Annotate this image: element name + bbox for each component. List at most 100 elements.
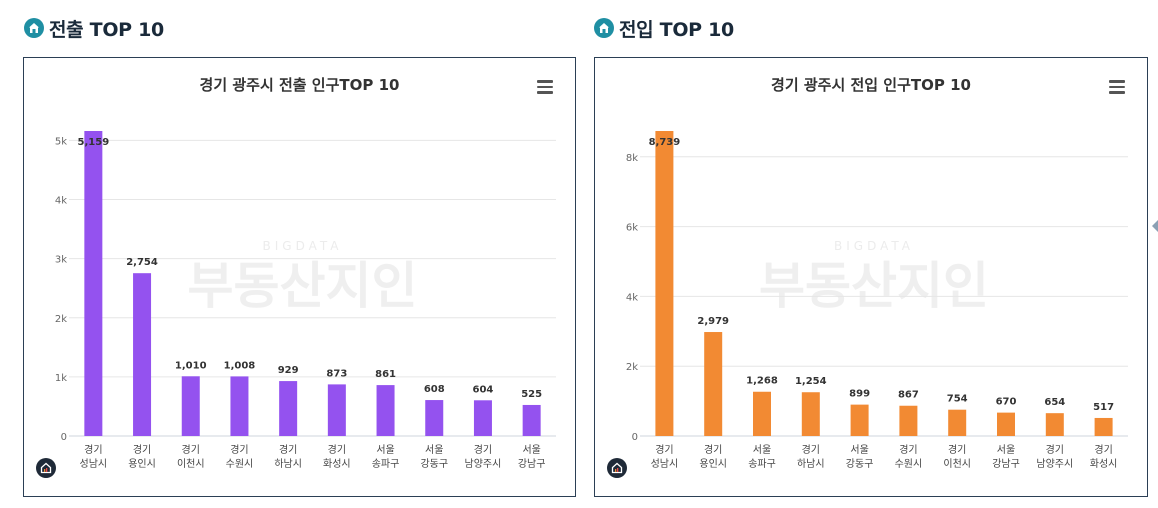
y-tick-label: 4k xyxy=(55,196,67,207)
x-tick-label: 경기 xyxy=(328,443,346,456)
outflow-header: 전출 TOP 10 xyxy=(24,16,164,41)
data-label: 8,739 xyxy=(649,137,681,148)
hamburger-menu-icon[interactable] xyxy=(1109,80,1125,94)
x-tick-label: 경기 xyxy=(704,443,722,456)
y-tick-label: 2k xyxy=(55,314,67,325)
brand-logo-icon xyxy=(607,458,627,478)
y-tick-label: 0 xyxy=(61,432,67,443)
data-label: 604 xyxy=(473,384,494,395)
bar[interactable] xyxy=(655,131,674,436)
x-tick-label: 화성시 xyxy=(323,458,351,470)
x-tick-label: 서울 xyxy=(522,444,540,456)
x-tick-label: 경기 xyxy=(230,443,248,456)
y-tick-label: 3k xyxy=(55,255,67,266)
data-label: 2,979 xyxy=(697,316,729,327)
x-tick-label: 경기 xyxy=(133,443,151,456)
bar[interactable] xyxy=(1045,413,1064,436)
bar[interactable] xyxy=(948,409,967,436)
data-label: 1,268 xyxy=(746,376,778,387)
x-tick-label: 경기 xyxy=(948,443,966,456)
data-label: 608 xyxy=(424,384,445,395)
bar[interactable] xyxy=(84,131,103,436)
x-tick-label: 강남구 xyxy=(518,458,546,470)
x-tick-label: 경기 xyxy=(1046,443,1064,456)
y-tick-label: 2k xyxy=(626,362,638,373)
outflow-title: 전출 TOP 10 xyxy=(49,18,164,41)
x-tick-label: 강동구 xyxy=(846,458,874,470)
bar[interactable] xyxy=(522,404,541,436)
data-label: 873 xyxy=(326,368,347,379)
data-label: 929 xyxy=(278,365,299,376)
bar[interactable] xyxy=(753,391,771,436)
x-tick-label: 송파구 xyxy=(748,458,776,470)
x-tick-label: 화성시 xyxy=(1090,458,1118,470)
watermark-brand-text: 부동산지인 xyxy=(759,257,989,315)
watermark: BIGDATA 부동산지인 xyxy=(188,239,418,315)
bar[interactable] xyxy=(704,332,723,436)
x-tick-label: 하남시 xyxy=(797,457,825,470)
x-tick-label: 경기 xyxy=(474,443,492,456)
bar[interactable] xyxy=(327,384,346,436)
inflow-header: 전입 TOP 10 xyxy=(594,16,734,41)
bar[interactable] xyxy=(376,385,395,436)
data-label: 899 xyxy=(849,389,870,400)
x-tick-label: 용인시 xyxy=(128,458,156,470)
inflow-chart-panel: BIGDATA 부동산지인 0 2k 4k 6k 8k 8,739 경기 성남시 2,979 경기 용인… xyxy=(594,57,1148,497)
x-tick-label: 경기 xyxy=(279,443,297,456)
outflow-chart-title: 경기 광주시 전출 인구TOP 10 xyxy=(199,76,400,94)
x-tick-label: 서울 xyxy=(753,444,771,456)
x-tick-label: 서울 xyxy=(425,444,443,456)
x-tick-label: 경기 xyxy=(655,443,673,456)
home-icon xyxy=(594,18,614,38)
x-tick-label: 하남시 xyxy=(274,457,302,470)
data-label: 754 xyxy=(947,394,968,405)
watermark-brand-text: 부동산지인 xyxy=(188,257,418,315)
x-tick-label: 송파구 xyxy=(372,458,400,470)
x-tick-label: 경기 xyxy=(899,443,917,456)
x-tick-label: 용인시 xyxy=(699,458,727,470)
y-tick-label: 6k xyxy=(626,223,638,234)
x-tick-label: 수원시 xyxy=(226,458,254,470)
bar[interactable] xyxy=(1094,417,1113,436)
bar[interactable] xyxy=(230,376,249,436)
x-tick-label: 서울 xyxy=(376,444,394,456)
bar[interactable] xyxy=(997,412,1015,436)
x-tick-label: 성남시 xyxy=(651,458,679,470)
scroll-left-arrow-icon[interactable] xyxy=(1152,220,1158,232)
data-label: 867 xyxy=(898,390,919,401)
y-tick-label: 5k xyxy=(55,136,67,147)
bar[interactable] xyxy=(899,405,918,436)
watermark: BIGDATA 부동산지인 xyxy=(759,239,989,315)
bar[interactable] xyxy=(473,400,492,436)
bar[interactable] xyxy=(801,392,820,436)
y-tick-label: 4k xyxy=(626,292,638,303)
inflow-title: 전입 TOP 10 xyxy=(619,18,734,41)
x-tick-label: 서울 xyxy=(850,444,868,456)
x-tick-label: 수원시 xyxy=(895,458,923,470)
data-label: 654 xyxy=(1044,397,1065,408)
bar[interactable] xyxy=(279,381,298,436)
x-tick-label: 강동구 xyxy=(420,458,448,470)
x-tick-label: 경기 xyxy=(1094,443,1112,456)
x-tick-label: 강남구 xyxy=(992,458,1020,470)
inflow-chart-title: 경기 광주시 전입 인구TOP 10 xyxy=(771,76,971,94)
bar[interactable] xyxy=(425,400,444,436)
outflow-chart-panel: BIGDATA 부동산지인 0 1k 2k 3k 4k 5k 5,159 경기 성남시 2,754 경기… xyxy=(23,57,576,497)
watermark-bigdata-text: BIGDATA xyxy=(263,239,343,253)
bar[interactable] xyxy=(133,273,152,436)
bar[interactable] xyxy=(850,404,869,436)
watermark-bigdata-text: BIGDATA xyxy=(834,239,914,253)
data-label: 670 xyxy=(996,397,1017,408)
y-tick-label: 0 xyxy=(632,432,638,443)
x-tick-label: 남양주시 xyxy=(465,458,502,470)
data-label: 517 xyxy=(1093,402,1114,413)
home-icon xyxy=(24,18,44,38)
hamburger-menu-icon[interactable] xyxy=(537,80,553,94)
brand-logo-icon xyxy=(36,458,56,478)
bar[interactable] xyxy=(181,376,200,436)
x-tick-label: 성남시 xyxy=(80,458,108,470)
x-tick-label: 서울 xyxy=(997,444,1015,456)
data-label: 2,754 xyxy=(126,257,158,268)
